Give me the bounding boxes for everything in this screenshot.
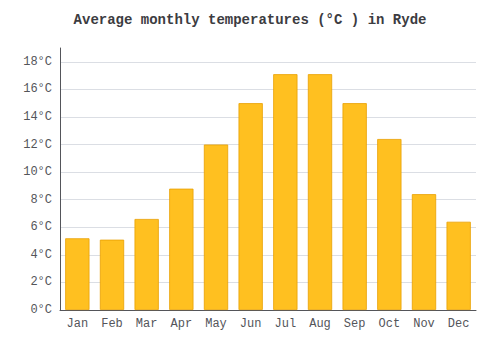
svg-text:Sep: Sep — [344, 317, 366, 331]
svg-text:Nov: Nov — [413, 317, 435, 331]
svg-text:0°C: 0°C — [30, 303, 52, 317]
svg-text:Apr: Apr — [171, 317, 193, 331]
svg-text:4°C: 4°C — [30, 248, 52, 262]
svg-text:May: May — [205, 317, 227, 331]
svg-text:18°C: 18°C — [23, 55, 52, 69]
svg-text:Feb: Feb — [101, 317, 123, 331]
svg-text:Jul: Jul — [275, 317, 297, 331]
svg-text:Jun: Jun — [240, 317, 262, 331]
svg-text:Mar: Mar — [136, 317, 158, 331]
svg-text:14°C: 14°C — [23, 110, 52, 124]
svg-text:Jan: Jan — [67, 317, 89, 331]
svg-text:12°C: 12°C — [23, 138, 52, 152]
svg-text:8°C: 8°C — [30, 193, 52, 207]
svg-text:2°C: 2°C — [30, 275, 52, 289]
svg-text:16°C: 16°C — [23, 82, 52, 96]
svg-text:Aug: Aug — [309, 317, 331, 331]
svg-text:6°C: 6°C — [30, 220, 52, 234]
svg-text:Average monthly temperatures (: Average monthly temperatures (°C ) in Ry… — [74, 12, 427, 28]
svg-text:10°C: 10°C — [23, 165, 52, 179]
svg-text:Oct: Oct — [379, 317, 401, 331]
svg-text:Dec: Dec — [448, 317, 470, 331]
